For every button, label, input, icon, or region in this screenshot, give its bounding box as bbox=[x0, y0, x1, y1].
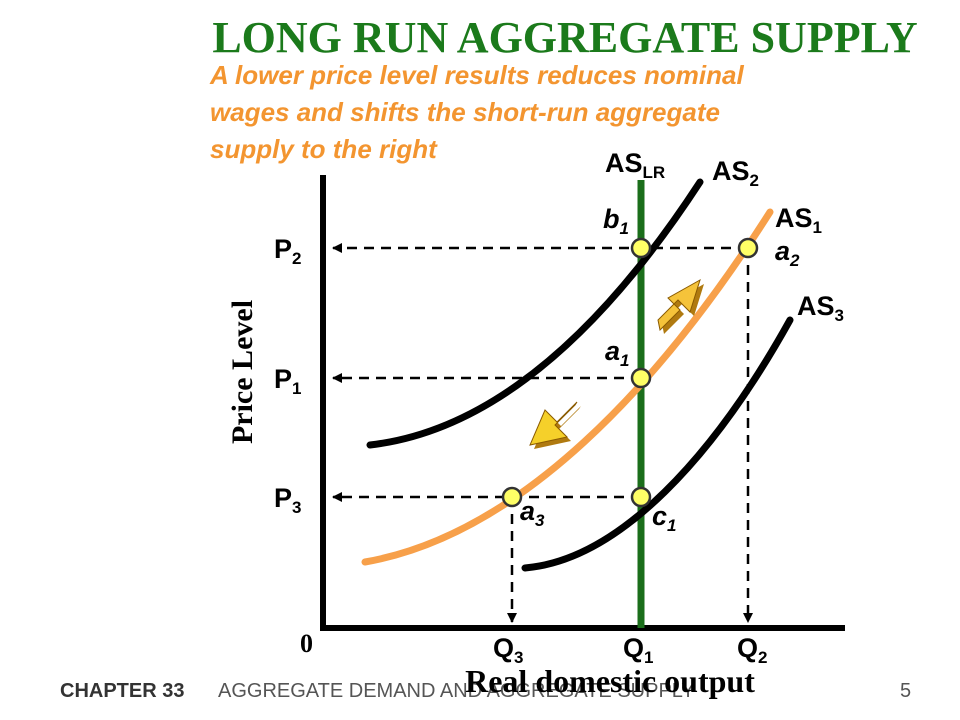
footer-topic: AGGREGATE DEMAND AND AGGREGATE SUPPLY bbox=[218, 680, 695, 702]
label-p2: P2 bbox=[274, 234, 301, 268]
point-b1 bbox=[630, 237, 652, 259]
label-as-lr: ASLR bbox=[605, 148, 665, 182]
label-c1: c1 bbox=[652, 501, 677, 535]
point-a3 bbox=[501, 486, 523, 508]
footer-page: 5 bbox=[900, 680, 911, 702]
as2-curve bbox=[366, 178, 704, 449]
point-c1 bbox=[630, 486, 652, 508]
origin-label: 0 bbox=[300, 629, 313, 658]
point-labels: b1 a2 a1 a3 c1 bbox=[520, 204, 800, 535]
label-b1: b1 bbox=[603, 204, 629, 238]
label-as2: AS2 bbox=[712, 156, 759, 190]
shift-arrow-down bbox=[529, 401, 581, 449]
label-p3: P3 bbox=[274, 483, 301, 517]
shift-arrow-up bbox=[657, 278, 704, 334]
label-p1: P1 bbox=[274, 364, 301, 398]
label-q3: Q3 bbox=[493, 633, 523, 667]
price-labels: P2 P1 P3 bbox=[274, 234, 301, 517]
label-q2: Q2 bbox=[737, 633, 767, 667]
y-axis-label: Price Level bbox=[226, 300, 259, 444]
footer-chapter: CHAPTER 33 bbox=[60, 680, 184, 702]
point-a1 bbox=[630, 367, 652, 389]
label-as3: AS3 bbox=[797, 291, 844, 325]
label-a2: a2 bbox=[775, 236, 800, 270]
label-a3: a3 bbox=[520, 496, 545, 530]
point-a2 bbox=[737, 237, 759, 259]
subtitle: A lower price level results reduces nomi… bbox=[209, 60, 744, 164]
as3-curve bbox=[521, 316, 794, 572]
points bbox=[501, 237, 759, 508]
label-as1: AS1 bbox=[775, 203, 822, 237]
curve-labels: ASLR AS2 AS1 AS3 bbox=[605, 148, 844, 325]
x-axis-label: Real domestic output bbox=[465, 663, 755, 699]
label-a1: a1 bbox=[605, 336, 630, 370]
subtitle-line: supply to the right bbox=[210, 134, 438, 164]
quantity-labels: Q3 Q1 Q2 bbox=[493, 633, 767, 667]
title: LONG RUN AGGREGATE SUPPLY bbox=[212, 13, 917, 62]
as1-curve bbox=[361, 208, 774, 566]
guides bbox=[332, 243, 753, 623]
subtitle-line: wages and shifts the short-run aggregate bbox=[210, 97, 720, 127]
subtitle-line: A lower price level results reduces nomi… bbox=[209, 60, 744, 90]
label-q1: Q1 bbox=[623, 633, 653, 667]
